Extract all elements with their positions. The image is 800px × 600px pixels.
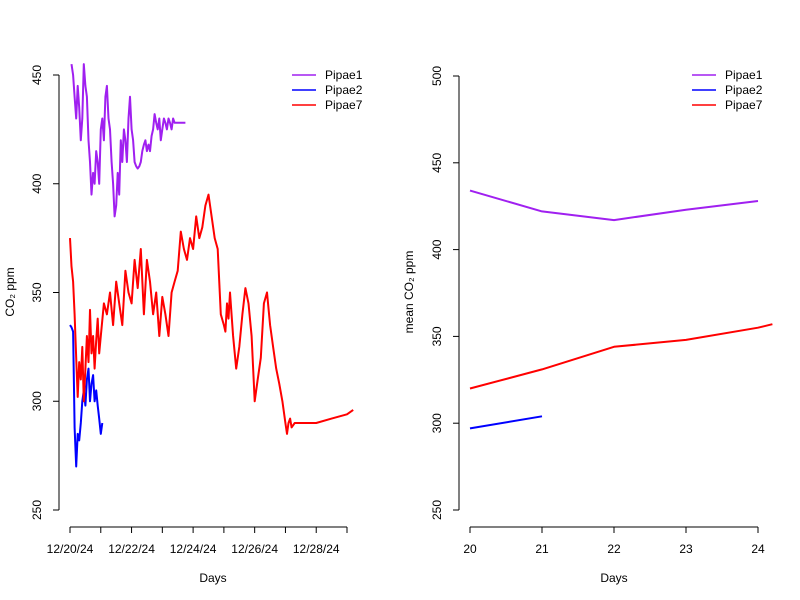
series-line-pipae7 <box>469 323 773 390</box>
y-axis-label-left: CO₂ ppm <box>3 267 17 316</box>
y-tick-label: 250 <box>430 500 444 520</box>
x-tick-label: 24 <box>751 542 765 556</box>
y-tick-label: 250 <box>30 500 44 520</box>
chart-right: 250 300 350 400 450 500 20 21 22 23 24 Days mean … <box>402 66 773 585</box>
y-tick-label: 450 <box>430 152 444 172</box>
y-tick-label: 400 <box>430 239 444 259</box>
legend-label-pipae7: Pipae7 <box>725 98 763 112</box>
series-line-pipae7 <box>69 193 354 435</box>
x-tick-label: 22 <box>607 542 621 556</box>
y-ticks-right: 250 300 350 400 450 500 <box>430 66 459 520</box>
legend-label-pipae1: Pipae1 <box>725 68 763 82</box>
legend-label-pipae2: Pipae2 <box>725 83 763 97</box>
x-ticks-left: 12/20/24 12/22/24 12/24/24 12/26/24 12/28/24 <box>47 527 348 556</box>
y-tick-label: 300 <box>430 413 444 433</box>
x-tick-label: 12/28/24 <box>293 542 340 556</box>
y-tick-label: 300 <box>30 391 44 411</box>
series-left <box>69 63 354 468</box>
x-ticks-right: 20 21 22 23 24 <box>463 527 765 556</box>
y-tick-label: 450 <box>30 65 44 85</box>
y-ticks-left: 250 300 350 400 450 <box>30 65 59 520</box>
x-tick-label: 23 <box>679 542 693 556</box>
series-line-pipae1 <box>469 189 759 222</box>
legend-label-pipae1: Pipae1 <box>325 68 363 82</box>
x-tick-label: 20 <box>463 542 477 556</box>
y-tick-label: 350 <box>30 282 44 302</box>
y-tick-label: 400 <box>30 173 44 193</box>
legend-label-pipae2: Pipae2 <box>325 83 363 97</box>
x-axis-label-left: Days <box>199 571 226 585</box>
y-tick-label: 350 <box>430 326 444 346</box>
series-right <box>469 189 773 430</box>
y-tick-label: 500 <box>430 66 444 86</box>
chart-left: 250 300 350 400 450 12/20/24 12/22/24 12/24/24… <box>3 63 363 585</box>
x-tick-label: 12/26/24 <box>231 542 278 556</box>
legend-label-pipae7: Pipae7 <box>325 98 363 112</box>
x-tick-label: 12/20/24 <box>47 542 94 556</box>
series-line-pipae1 <box>70 63 186 218</box>
y-axis-label-right: mean CO₂ ppm <box>402 251 416 334</box>
series-line-pipae2 <box>469 415 543 430</box>
x-axis-label-right: Days <box>600 571 627 585</box>
x-tick-label: 12/22/24 <box>108 542 155 556</box>
series-line-pipae2 <box>69 324 104 468</box>
x-tick-label: 12/24/24 <box>170 542 217 556</box>
x-tick-label: 21 <box>535 542 549 556</box>
